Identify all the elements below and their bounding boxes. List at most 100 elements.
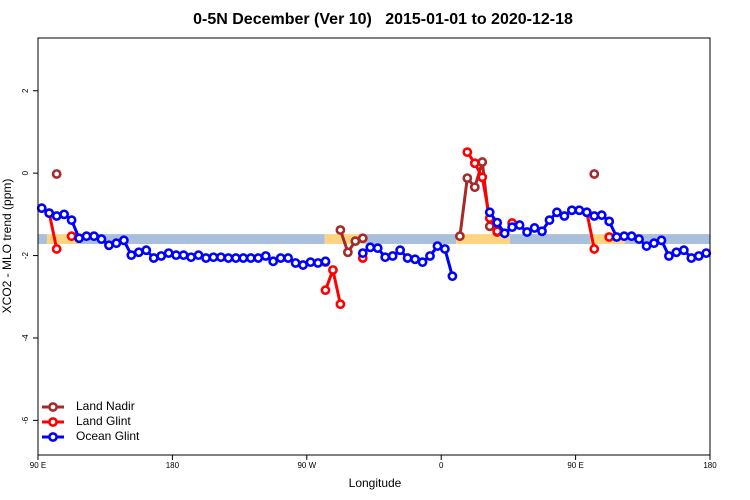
- data-point: [223, 253, 234, 263]
- data-point: [238, 253, 249, 263]
- data-point: [365, 242, 376, 253]
- y-tick-label: -4: [21, 334, 30, 342]
- data-point: [484, 207, 495, 218]
- data-point: [298, 260, 308, 270]
- data-point: [507, 222, 518, 233]
- data-point: [245, 253, 256, 263]
- data-point: [148, 253, 159, 263]
- data-point: [447, 271, 458, 282]
- x-tick-label: 0: [439, 461, 444, 470]
- data-point: [589, 211, 600, 221]
- data-point: [469, 182, 480, 193]
- plot: [36, 147, 712, 310]
- data-point: [275, 253, 286, 263]
- data-point: [462, 147, 473, 158]
- data-point: [59, 209, 70, 220]
- data-point: [410, 254, 420, 265]
- data-point: [589, 244, 600, 254]
- data-point: [395, 245, 406, 256]
- data-point: [253, 253, 264, 263]
- data-point: [559, 211, 570, 221]
- data-point: [522, 227, 532, 237]
- surface-band: [624, 234, 710, 245]
- data-point: [693, 251, 704, 261]
- data-point: [313, 258, 323, 268]
- data-point: [611, 232, 622, 242]
- data-point: [305, 257, 316, 268]
- data-point: [499, 228, 510, 239]
- data-point: [320, 256, 331, 267]
- data-point: [671, 247, 682, 258]
- data-point: [462, 173, 473, 183]
- data-point: [604, 216, 615, 227]
- data-point: [619, 231, 630, 242]
- data-point: [283, 253, 294, 263]
- data-point: [171, 250, 182, 261]
- data-point: [290, 258, 301, 268]
- data-point: [678, 245, 689, 256]
- data-point: [66, 231, 77, 242]
- data-point: [268, 256, 279, 267]
- data-point: [201, 253, 211, 263]
- data-point: [380, 252, 391, 263]
- data-point: [74, 233, 84, 244]
- data-point: [89, 231, 99, 242]
- y-tick-label: -2: [21, 251, 30, 259]
- surface-band: [79, 234, 325, 245]
- x-tick-label: 90 E: [30, 461, 46, 470]
- data-point: [156, 251, 167, 261]
- data-point: [104, 240, 114, 251]
- data-point: [260, 251, 271, 261]
- surface-band: [46, 234, 80, 245]
- x-tick-label: 90 E: [567, 461, 583, 470]
- legend-marker: [48, 417, 58, 427]
- data-point: [626, 231, 637, 242]
- data-point: [604, 232, 615, 242]
- data-point: [208, 252, 219, 263]
- legend-label: Ocean Glint: [76, 429, 140, 443]
- data-point: [111, 238, 122, 249]
- legend-marker: [48, 432, 58, 442]
- data-point: [596, 210, 607, 221]
- data-point: [193, 250, 204, 261]
- data-point: [529, 223, 540, 233]
- data-point: [66, 215, 77, 226]
- data-point: [492, 217, 503, 228]
- data-point: [477, 172, 488, 183]
- data-point: [51, 211, 62, 221]
- data-point: [634, 234, 644, 244]
- data-point: [216, 252, 226, 263]
- data-point: [163, 248, 174, 258]
- data-point: [118, 235, 129, 246]
- data-point: [357, 248, 368, 258]
- data-point: [641, 241, 652, 251]
- data-point: [402, 253, 413, 263]
- data-point: [126, 250, 137, 261]
- legend-label: Land Nadir: [76, 399, 135, 413]
- data-point: [342, 247, 353, 258]
- data-point: [51, 244, 62, 254]
- surface-band: [456, 234, 510, 245]
- x-tick-label: 180: [166, 461, 180, 470]
- legend-label: Land Glint: [76, 414, 131, 428]
- data-point: [96, 234, 107, 244]
- data-point: [656, 235, 667, 246]
- legend-marker: [48, 402, 58, 412]
- data-point: [387, 251, 398, 261]
- y-axis-label: XCO2 - MLO trend (ppm): [0, 179, 14, 314]
- data-point: [664, 251, 674, 261]
- data-point: [372, 243, 383, 254]
- data-point: [425, 251, 435, 261]
- data-point: [350, 236, 361, 247]
- data-point: [477, 157, 488, 167]
- data-point: [51, 169, 62, 179]
- data-point: [581, 207, 592, 218]
- data-point: [44, 208, 55, 219]
- data-point: [649, 238, 659, 249]
- plot-frame: [37, 37, 711, 456]
- data-point: [230, 253, 241, 263]
- data-point: [335, 299, 346, 310]
- data-point: [566, 205, 577, 216]
